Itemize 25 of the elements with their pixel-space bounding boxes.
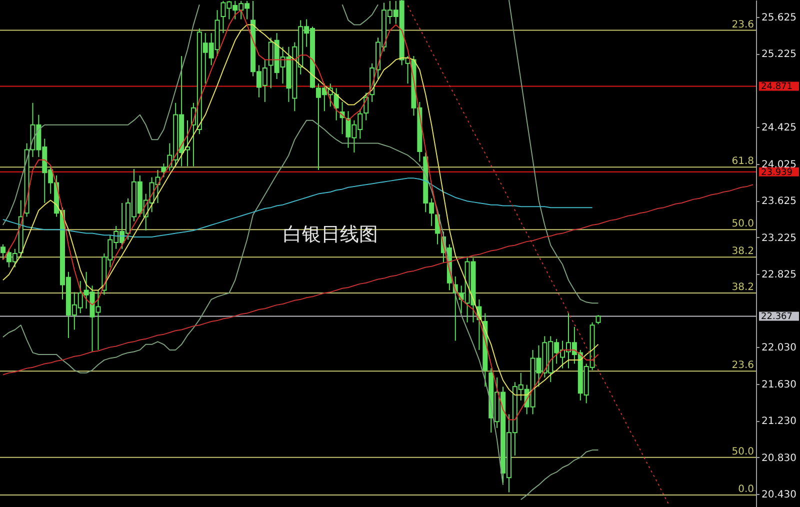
annotation: 50.0 (732, 218, 754, 230)
ref-line-label: 24.871 (761, 82, 792, 92)
y-tick-label: 24.425 (762, 122, 796, 134)
annotation: 23.6 (732, 360, 754, 372)
y-tick-label: 20.830 (762, 452, 796, 464)
y-tick-label: 25.625 (762, 12, 796, 24)
y-tick-label: 21.630 (762, 379, 796, 390)
ref-line-label: 23.939 (761, 168, 793, 178)
y-tick-label: 20.430 (762, 490, 796, 501)
annotation: 50.0 (732, 446, 754, 458)
y-tick-label: 23.625 (762, 196, 796, 208)
y-tick-label: 25.225 (762, 49, 796, 60)
ref-line-label: 22.367 (761, 312, 792, 322)
candlestick (364, 92, 369, 121)
y-tick-label: 23.225 (762, 232, 796, 244)
y-tick-label: 22.030 (762, 342, 796, 354)
annotation: 38.2 (732, 282, 754, 293)
annotation: 38.2 (732, 246, 754, 258)
candlestick (596, 314, 601, 325)
annotation: 0.0 (738, 484, 754, 496)
annotation: 61.8 (732, 156, 754, 168)
y-tick-label: 22.825 (762, 270, 796, 281)
text: 白银日线图 (282, 224, 378, 246)
y-tick-label: 21.230 (762, 416, 796, 428)
annotation: 23.6 (732, 19, 754, 30)
